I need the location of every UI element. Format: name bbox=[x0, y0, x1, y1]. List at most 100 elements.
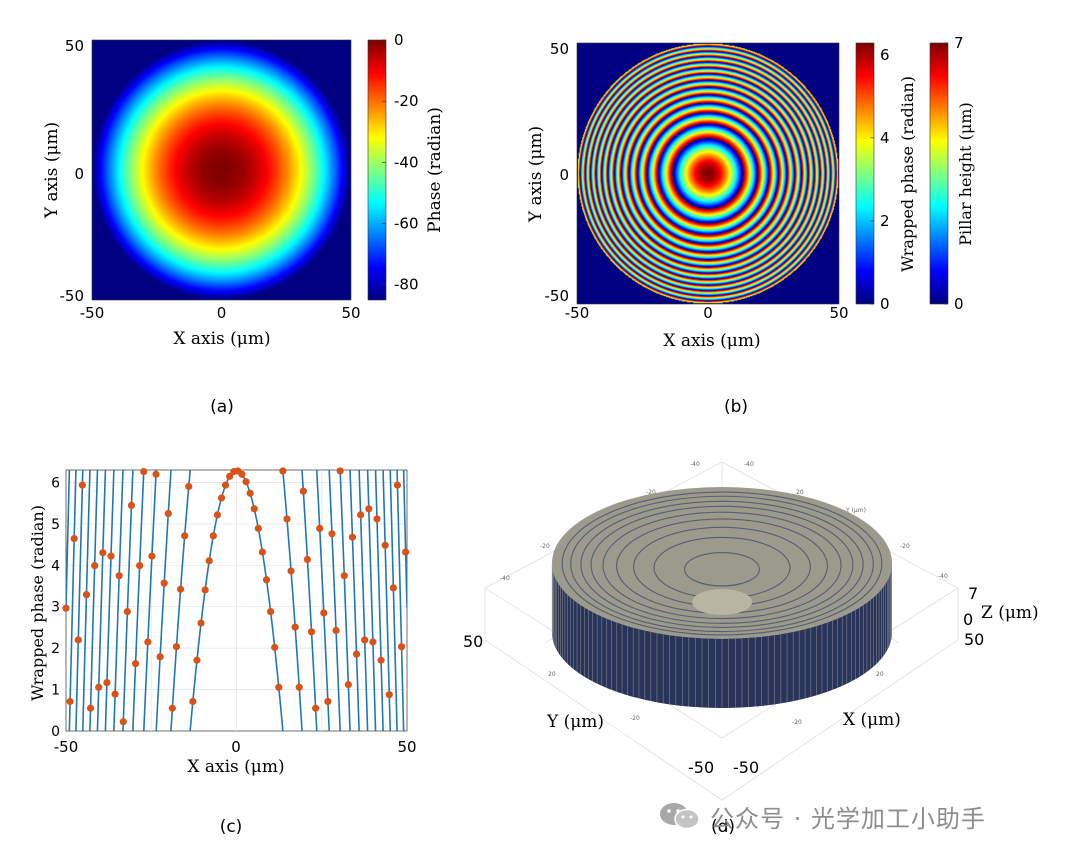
pillar-sample-point bbox=[287, 567, 295, 575]
axis-ticks: -50 0 50 50 0 -50 bbox=[60, 37, 361, 322]
pillar-sample-point bbox=[164, 509, 172, 518]
phase-colorbar bbox=[368, 40, 386, 300]
pillar-sample-point bbox=[250, 505, 258, 513]
pillar-ring bbox=[561, 491, 883, 636]
pillar-sample-point bbox=[283, 515, 291, 523]
pillar-sample-point bbox=[205, 557, 213, 565]
svg-text:20: 20 bbox=[548, 671, 556, 678]
svg-text:20: 20 bbox=[876, 671, 884, 678]
pillar-sample-point bbox=[213, 511, 222, 519]
svg-text:-40: -40 bbox=[938, 573, 948, 580]
pillar-height-colorbar bbox=[930, 43, 948, 304]
pillar-stripes bbox=[551, 563, 893, 708]
colorbar-label: Pillar height (μm) bbox=[956, 102, 975, 245]
pillar-sample-point bbox=[381, 541, 389, 549]
pillar-sample-point bbox=[267, 607, 275, 616]
pillar-ring bbox=[570, 495, 874, 633]
pillar-sample-point bbox=[62, 604, 70, 612]
pillar-sample-point bbox=[271, 643, 279, 651]
x-axis-label: X axis (μm) bbox=[663, 331, 760, 351]
z-tick-7: 7 bbox=[968, 584, 978, 603]
pillar-sample-point bbox=[373, 515, 381, 523]
pillar-sample-point bbox=[70, 534, 78, 543]
pillar-ring bbox=[602, 511, 842, 620]
y-tick-label: 1 bbox=[51, 683, 60, 699]
pillar-sample-point bbox=[357, 511, 365, 519]
pillar-sample-point bbox=[340, 572, 348, 580]
pillar-sample-point bbox=[242, 478, 250, 486]
pillar-sample-point bbox=[176, 585, 185, 593]
pillar-sample-point bbox=[168, 704, 176, 712]
pillar-sample-point bbox=[82, 591, 91, 599]
panel-label-b: (b) bbox=[724, 397, 748, 417]
y-tick-label: 50 bbox=[65, 37, 84, 55]
pillar-sample-point bbox=[201, 586, 209, 594]
pillar-sample-point bbox=[221, 481, 230, 489]
pillar-sample-point bbox=[111, 690, 119, 698]
colorbar-tick-label: 6 bbox=[880, 46, 890, 64]
colorbar-tick-label: 2 bbox=[880, 212, 890, 230]
colorbar-ticks: 0 -20 -40 -60 -80 bbox=[382, 31, 419, 294]
colorbar-frame bbox=[367, 39, 387, 301]
svg-text:-40: -40 bbox=[690, 461, 700, 468]
x-tick-50: 50 bbox=[964, 630, 984, 649]
z-axis-label: Z (μm) bbox=[981, 603, 1039, 623]
pillar-sample-point bbox=[181, 532, 189, 540]
x-tick-label: 0 bbox=[231, 738, 241, 756]
wrapped-phase-colorbar bbox=[856, 43, 874, 304]
colorbar-frame bbox=[929, 42, 949, 305]
pillar-sample-point bbox=[160, 579, 168, 587]
pillar-sample-point bbox=[86, 704, 95, 712]
center-lens-dome bbox=[692, 589, 752, 615]
x-tick-label: -50 bbox=[565, 304, 590, 322]
panel-a: 0 -20 -40 -60 -80 -50 0 50 50 0 -50 X axis (μm) Y… bbox=[42, 31, 445, 417]
y-tick-label: 0 bbox=[74, 165, 84, 183]
colorbar-tick-label: 7 bbox=[954, 34, 964, 52]
plot-frame bbox=[576, 42, 840, 305]
pillar-sample-point bbox=[348, 533, 357, 541]
pillar-sample-point bbox=[99, 549, 107, 557]
pillar-sample-point bbox=[320, 609, 328, 617]
pillar-sample-point bbox=[78, 481, 86, 489]
y-tick-label: 3 bbox=[51, 600, 60, 616]
x-tick-label: 0 bbox=[703, 304, 713, 322]
y-tick-label: -50 bbox=[545, 287, 570, 305]
pillar-sample-point bbox=[397, 643, 406, 651]
pillar-sample-point bbox=[136, 561, 144, 570]
pillar-sample-point bbox=[254, 524, 262, 532]
pillar-sample-point bbox=[369, 638, 377, 646]
colorbar-tick-label: -40 bbox=[394, 153, 419, 171]
pillar-sample-point bbox=[123, 607, 131, 616]
pillar-sample-point bbox=[385, 691, 393, 699]
x-tick-label: 50 bbox=[829, 304, 848, 322]
watermark: 公众号 · 光学加工小助手 bbox=[658, 796, 1058, 836]
colorbar-frame bbox=[855, 42, 875, 305]
pillar-ring bbox=[684, 551, 760, 587]
y-tick-label: -50 bbox=[60, 287, 85, 305]
pillar-sample-point bbox=[103, 678, 111, 687]
y-tick-label: 0 bbox=[559, 166, 569, 184]
pillar-ring bbox=[580, 500, 864, 628]
colorbar-label: Phase (radian) bbox=[425, 107, 445, 233]
axis-ticks: -50 0 50 50 0 -50 bbox=[545, 40, 849, 322]
pillar-sample-point bbox=[185, 482, 193, 491]
pillar-sample-point bbox=[344, 680, 352, 689]
y-tick-neg50: -50 bbox=[688, 758, 714, 777]
pillar-sample-point bbox=[131, 660, 140, 668]
panel-d: -40 -40 -20 20 Y (μm) -40 -40 -20 -20 20 20 -2… bbox=[463, 461, 1039, 837]
panel-label-c: (c) bbox=[220, 817, 243, 837]
pillar-sample-point bbox=[193, 656, 201, 664]
colorbar-tick-label: 4 bbox=[880, 129, 890, 147]
pillar-sample-point bbox=[275, 683, 283, 691]
svg-text:-20: -20 bbox=[900, 543, 910, 550]
svg-text:-20: -20 bbox=[792, 719, 802, 726]
pillar-sample-point bbox=[361, 636, 369, 644]
z-tick-0: 0 bbox=[963, 610, 973, 629]
pillar-sample-point bbox=[91, 561, 99, 570]
pillar-sample-point bbox=[148, 552, 156, 560]
pillar-sample-point bbox=[115, 572, 123, 580]
x-tick-neg50: -50 bbox=[733, 758, 759, 777]
